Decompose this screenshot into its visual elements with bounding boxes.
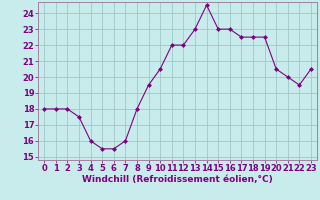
X-axis label: Windchill (Refroidissement éolien,°C): Windchill (Refroidissement éolien,°C) xyxy=(82,175,273,184)
